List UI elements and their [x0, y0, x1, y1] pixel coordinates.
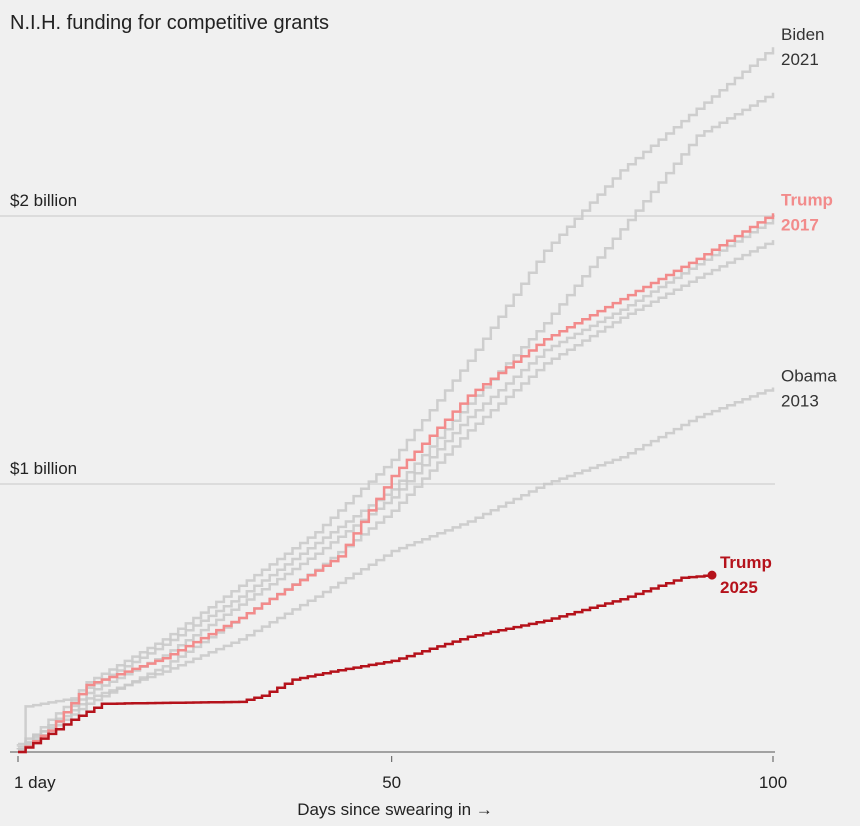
- x-tick-label: 50: [382, 773, 401, 792]
- series-line-obama-2013: [16, 387, 775, 748]
- x-tick-label: 100: [759, 773, 787, 792]
- x-axis-label: Days since swearing in →: [297, 800, 493, 819]
- chart-title: N.I.H. funding for competitive grants: [10, 12, 329, 34]
- y-gridline-label: $2 billion: [10, 191, 77, 210]
- series-label-year-biden-2021: 2021: [781, 50, 819, 69]
- end-marker-trump-2025: [707, 570, 717, 580]
- series-line-trump-2025: [18, 574, 714, 754]
- series-label-year-trump-2025: 2025: [720, 578, 758, 597]
- series-label-year-trump-2017: 2017: [781, 215, 819, 234]
- series-line-gray-series-2: [16, 92, 775, 751]
- series-line-biden-2021: [16, 47, 775, 746]
- series-label-trump-2025: Trump: [720, 553, 772, 572]
- series-label-obama-2013: Obama: [781, 367, 837, 386]
- x-tick-label: 1 day: [14, 773, 56, 792]
- series-label-year-obama-2013: 2013: [781, 392, 819, 411]
- series-label-biden-2021: Biden: [781, 25, 824, 44]
- y-gridline-label: $1 billion: [10, 459, 77, 478]
- series-line-gray-series-4: [16, 240, 775, 751]
- series-line-trump-2017: [18, 213, 775, 754]
- series-label-trump-2017: Trump: [781, 190, 833, 209]
